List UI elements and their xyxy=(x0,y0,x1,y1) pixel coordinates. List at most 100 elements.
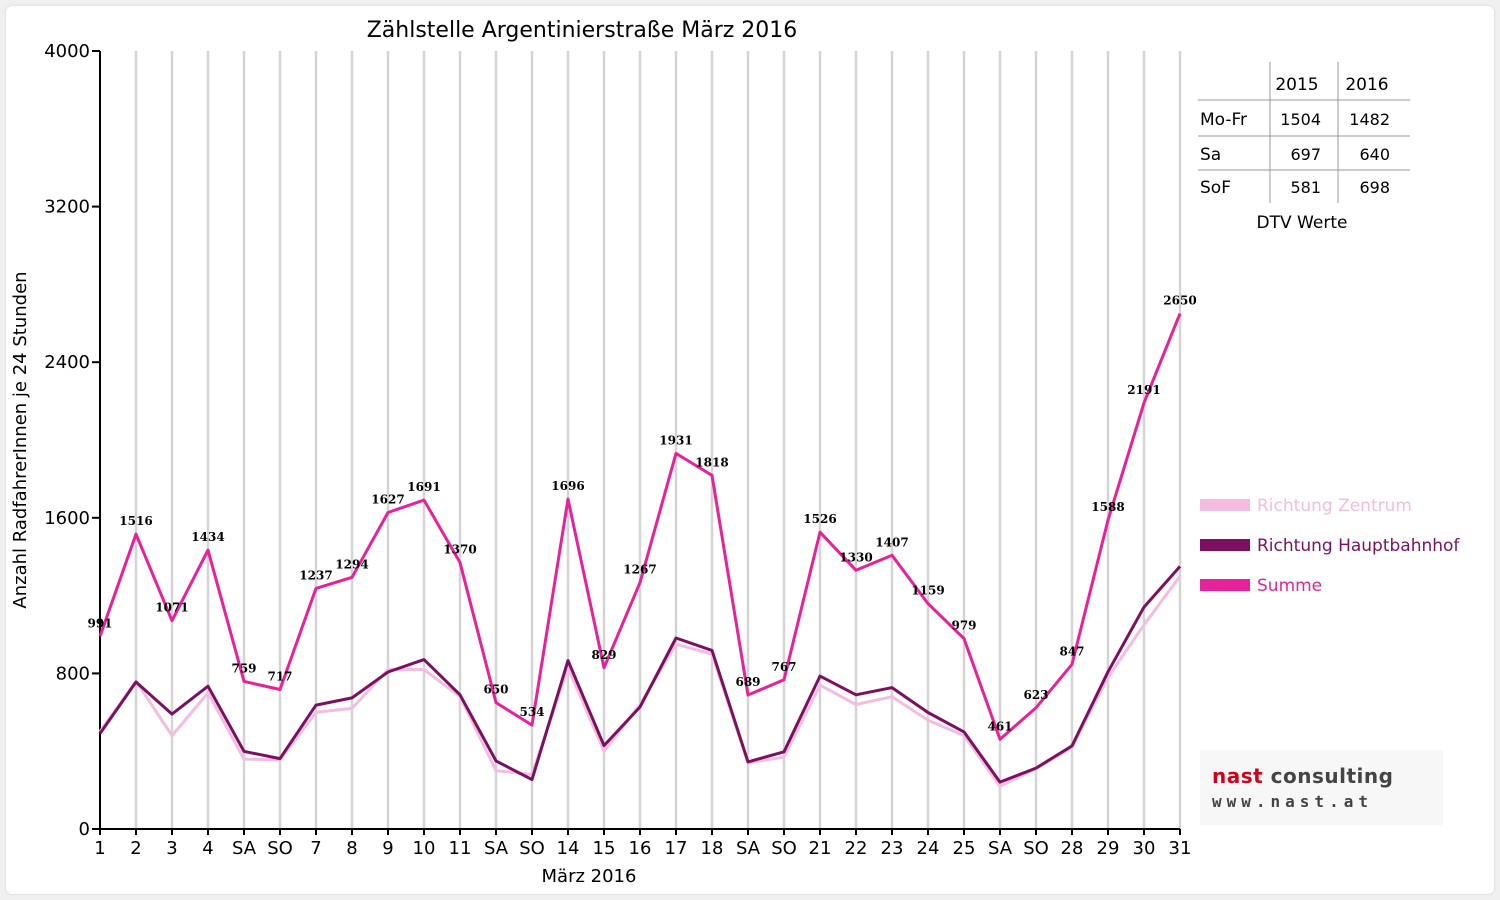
x-tick-label: 17 xyxy=(665,838,688,859)
x-tick-label: SA xyxy=(988,838,1013,859)
data-label: 847 xyxy=(1059,644,1084,658)
x-tick-label: 15 xyxy=(593,838,616,859)
data-label: 991 xyxy=(87,616,112,630)
legend-swatch xyxy=(1200,539,1250,551)
chart-title: Zählstelle Argentinierstraße März 2016 xyxy=(367,18,798,43)
data-label: 1071 xyxy=(155,601,188,615)
series-line xyxy=(98,313,1182,741)
x-axis-title: März 2016 xyxy=(542,866,637,887)
data-label: 829 xyxy=(591,648,616,662)
x-tick-label: SA xyxy=(232,838,257,859)
table-cell: 1504 xyxy=(1280,110,1321,129)
x-tick-label: 31 xyxy=(1169,838,1192,859)
data-label: 717 xyxy=(267,670,292,684)
x-tick-label: 30 xyxy=(1133,838,1156,859)
x-tick-label: 7 xyxy=(310,838,321,859)
data-label: 1526 xyxy=(803,512,836,526)
x-tick-label: SO xyxy=(519,838,545,859)
x-tick-label: 9 xyxy=(382,838,393,859)
y-tick-label: 0 xyxy=(79,819,90,840)
legend: Richtung Zentrum Richtung Hauptbahnhof Sum… xyxy=(1200,496,1460,596)
data-label: 534 xyxy=(519,705,544,719)
x-tick-label: 4 xyxy=(202,838,213,859)
table-row-label: Mo-Fr xyxy=(1200,110,1247,130)
data-label: 1588 xyxy=(1091,500,1124,514)
x-tick-label: SO xyxy=(1023,838,1049,859)
logo-name: nast consulting xyxy=(1212,764,1393,788)
table-cell: 640 xyxy=(1359,145,1390,164)
data-label: 1696 xyxy=(551,479,584,493)
data-label: 2191 xyxy=(1127,383,1160,397)
x-tick-label: 10 xyxy=(413,838,436,859)
y-tick-label: 2400 xyxy=(44,352,90,373)
x-tick-label: 3 xyxy=(166,838,177,859)
table-cell: 697 xyxy=(1290,145,1321,164)
data-label: 979 xyxy=(951,619,976,633)
x-tick-label: 24 xyxy=(917,838,940,859)
data-label: 1516 xyxy=(119,514,152,528)
data-label: 1159 xyxy=(911,584,944,598)
data-label: 1370 xyxy=(443,543,476,557)
legend-label: Summe xyxy=(1257,576,1322,596)
grid-lines xyxy=(134,51,1182,829)
legend-label: Richtung Zentrum xyxy=(1257,496,1412,516)
data-label: 1691 xyxy=(407,480,440,494)
y-tick-label: 3200 xyxy=(44,197,90,218)
data-label: 767 xyxy=(771,660,796,674)
x-tick-label: 16 xyxy=(629,838,652,859)
data-label: 1627 xyxy=(371,493,404,507)
logo-url: www.nast.at xyxy=(1212,792,1373,811)
x-tick-label: 8 xyxy=(346,838,357,859)
nast-consulting-logo: nast consulting www.nast.at xyxy=(1200,750,1443,825)
x-tick-label: SA xyxy=(736,838,761,859)
x-tick-label: SO xyxy=(267,838,293,859)
x-tick-label: 29 xyxy=(1097,838,1120,859)
dtv-table: 2015 2016 Mo-Fr 1504 1482 Sa 697 640 SoF 581 698 DT… xyxy=(1198,62,1410,233)
x-tick-label: 14 xyxy=(557,838,580,859)
logo-name-part1: nast xyxy=(1212,764,1264,788)
table-header: 2016 xyxy=(1345,75,1388,95)
x-tick-label: 1 xyxy=(94,838,105,859)
data-label: 461 xyxy=(987,719,1012,733)
table-row-label: Sa xyxy=(1200,145,1221,165)
y-tick-label: 4000 xyxy=(44,41,90,62)
x-tick-label: 2 xyxy=(130,838,141,859)
table-row-label: SoF xyxy=(1200,178,1231,198)
data-label: 1267 xyxy=(623,563,656,577)
legend-label: Richtung Hauptbahnhof xyxy=(1257,536,1460,556)
table-cell: 581 xyxy=(1290,178,1321,197)
data-label: 1407 xyxy=(875,535,908,549)
data-label: 1237 xyxy=(299,568,332,582)
data-label: 1931 xyxy=(659,433,692,447)
series-line xyxy=(98,565,1182,784)
x-tick-label: 23 xyxy=(881,838,904,859)
x-tick-label: 11 xyxy=(449,838,472,859)
series-lines xyxy=(98,313,1182,788)
y-tick-label: 1600 xyxy=(44,508,90,529)
data-label: 1330 xyxy=(839,550,872,564)
x-tick-label: 18 xyxy=(701,838,724,859)
x-tick-label: 25 xyxy=(953,838,976,859)
data-label: 1818 xyxy=(695,455,728,469)
x-tick-label: 21 xyxy=(809,838,832,859)
x-tick-label: 28 xyxy=(1061,838,1084,859)
table-caption: DTV Werte xyxy=(1257,213,1348,233)
data-label: 1294 xyxy=(335,557,368,571)
x-tick-label: SO xyxy=(771,838,797,859)
data-label: 2650 xyxy=(1163,294,1196,308)
y-tick-label: 800 xyxy=(56,663,90,684)
data-label: 1434 xyxy=(191,530,224,544)
data-label: 689 xyxy=(735,675,760,689)
legend-swatch xyxy=(1200,499,1250,511)
table-cell: 698 xyxy=(1359,178,1390,197)
y-axis-title: Anzahl RadfahrerInnen je 24 Stunden xyxy=(10,271,31,608)
data-label: 759 xyxy=(231,661,256,675)
chart-frame xyxy=(6,6,1494,894)
table-header: 2015 xyxy=(1275,75,1318,95)
legend-swatch xyxy=(1200,579,1250,591)
table-cell: 1482 xyxy=(1349,110,1390,129)
data-label: 650 xyxy=(483,683,508,697)
